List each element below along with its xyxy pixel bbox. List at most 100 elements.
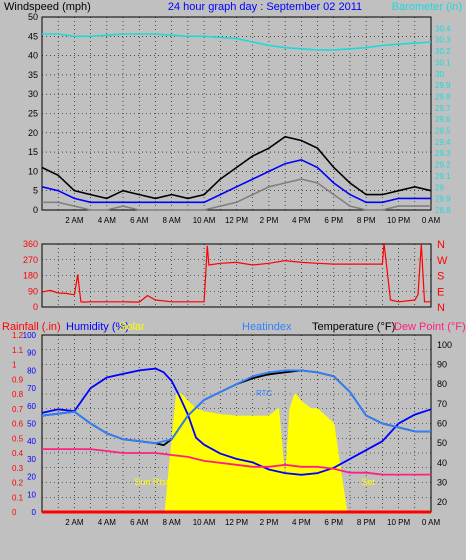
p3-hour-tick-label: 4 PM [292, 518, 311, 527]
p3-hour-tick-label: 2 AM [65, 518, 84, 527]
bottom-series-line-3 [42, 448, 431, 476]
p3-hour-tick-label: 6 PM [324, 518, 343, 527]
direction-tick-label: 180 [23, 271, 38, 281]
windspeed-tick-label: 5 [33, 186, 38, 196]
compass-tick-label: N [437, 302, 445, 314]
p1-hour-tick-label: 4 PM [292, 216, 311, 225]
humidity-tick-label: 50 [27, 420, 36, 429]
temperature-tick-label: 40 [437, 458, 447, 468]
p1-hour-tick-label: 0 AM [422, 216, 441, 225]
rainfall-tick-label: 1.1 [12, 346, 24, 355]
rainfall-tick-label: 0.9 [12, 375, 24, 384]
humidity-tick-label: 80 [27, 366, 36, 375]
p1-hour-tick-label: 6 PM [324, 216, 343, 225]
p3-hour-tick-label: 10 AM [193, 518, 216, 527]
humidity-tick-label: 90 [27, 349, 36, 358]
compass-tick-label: N [437, 239, 445, 251]
wind-direction-line-0 [41, 243, 431, 303]
temperature-tick-label: 80 [437, 379, 447, 389]
p1-hour-tick-label: 8 AM [163, 216, 182, 225]
wind-series-line-2 [41, 158, 431, 204]
p3-hour-tick-label: 2 PM [260, 518, 279, 527]
p1-hour-tick-label: 12 PM [225, 216, 248, 225]
solar-area [164, 393, 348, 513]
humidity-tick-label: 100 [23, 331, 37, 340]
humidity-tick-label: 60 [27, 402, 36, 411]
rainfall-tick-label: 0.6 [12, 420, 24, 429]
bottom-series-line-2 [41, 369, 431, 445]
temperature-tick-label: 90 [437, 360, 447, 370]
rainfall-tick-label: 0.4 [12, 449, 24, 458]
p1-hour-tick-label: 8 PM [357, 216, 376, 225]
temperature-tick-label: 70 [437, 399, 447, 409]
humidity-tick-label: 20 [27, 473, 36, 482]
barometer-tick-label: 29 [435, 183, 444, 192]
windspeed-tick-label: 35 [28, 70, 38, 80]
chart-title: 24 hour graph day : September 02 2011 [168, 1, 362, 13]
wind-series-line-0 [42, 33, 432, 51]
barometer-tick-label: 30.4 [435, 24, 451, 33]
windspeed-axis-label: Windspeed (mph) [4, 1, 91, 13]
windspeed-tick-label: 50 [28, 12, 38, 22]
rainfall-tick-label: 1 [12, 361, 17, 370]
rainfall-tick-label: 0 [12, 508, 17, 517]
p1-hour-tick-label: 2 PM [260, 216, 279, 225]
direction-tick-label: 360 [23, 239, 38, 249]
direction-tick-label: 270 [23, 255, 38, 265]
temperature-tick-label: 30 [437, 478, 447, 488]
windspeed-tick-label: 40 [28, 51, 38, 61]
rainfall-tick-label: 0.7 [12, 405, 24, 414]
compass-tick-label: W [437, 255, 448, 267]
compass-tick-label: S [437, 271, 444, 283]
p1-hour-tick-label: 10 PM [387, 216, 410, 225]
humidity-tick-label: 10 [27, 490, 36, 499]
windspeed-tick-label: 20 [28, 128, 38, 138]
barometer-tick-label: 29.4 [435, 138, 451, 147]
windspeed-tick-label: 0 [33, 205, 38, 215]
rainfall-tick-label: 0.5 [12, 434, 24, 443]
humidity-tick-label: 0 [32, 508, 37, 517]
barometer-tick-label: 29.2 [435, 161, 451, 170]
sun-set-annotation: Set [361, 477, 375, 487]
panel-2-frame [41, 243, 432, 308]
wind-series-line-3 [42, 178, 431, 211]
barometer-tick-label: 29.5 [435, 127, 451, 136]
rainfall-tick-label: 1.2 [12, 331, 24, 340]
direction-tick-label: 0 [33, 302, 38, 312]
temperature-tick-label: 100 [437, 340, 452, 350]
rainfall-tick-label: 0.2 [12, 479, 24, 488]
p1-hour-tick-label: 10 AM [193, 216, 216, 225]
barometer-tick-label: 28.9 [435, 195, 451, 204]
windspeed-tick-label: 15 [28, 147, 38, 157]
temperature-tick-label: 60 [437, 419, 447, 429]
p1-hour-tick-label: 2 AM [65, 216, 84, 225]
p3-hour-tick-label: 0 AM [422, 518, 441, 527]
humidity-axis-label: Humidity (%) [66, 321, 129, 333]
direction-tick-label: 90 [28, 286, 38, 296]
windspeed-tick-label: 25 [28, 109, 38, 119]
p3-hour-tick-label: 12 PM [225, 518, 248, 527]
p3-hour-tick-label: 4 AM [98, 518, 117, 527]
humidity-tick-label: 70 [27, 384, 36, 393]
barometer-axis-label: Barometer (in) [392, 1, 462, 13]
p3-hour-tick-label: 8 PM [357, 518, 376, 527]
sun-rise-annotation: Sun Rise [134, 477, 171, 487]
rainfall-tick-label: 0.3 [12, 464, 24, 473]
barometer-tick-label: 30.3 [435, 36, 451, 45]
barometer-tick-label: 29.1 [435, 172, 451, 181]
wind-series-line-1 [41, 135, 432, 200]
windspeed-tick-label: 45 [28, 31, 38, 41]
temperature-tick-label: 20 [437, 497, 447, 507]
barometer-tick-label: 29.7 [435, 104, 451, 113]
p3-hour-tick-label: 10 PM [387, 518, 410, 527]
barometer-tick-label: 30 [435, 70, 444, 79]
barometer-tick-label: 29.9 [435, 81, 451, 90]
barometer-tick-label: 29.6 [435, 115, 451, 124]
p3-hour-tick-label: 8 AM [163, 518, 182, 527]
bottom-series-line-0 [41, 367, 432, 476]
barometer-tick-label: 29.3 [435, 149, 451, 158]
barometer-tick-label: 30.2 [435, 47, 451, 56]
temperature-legend-label: Temperature (°F) [312, 321, 395, 333]
